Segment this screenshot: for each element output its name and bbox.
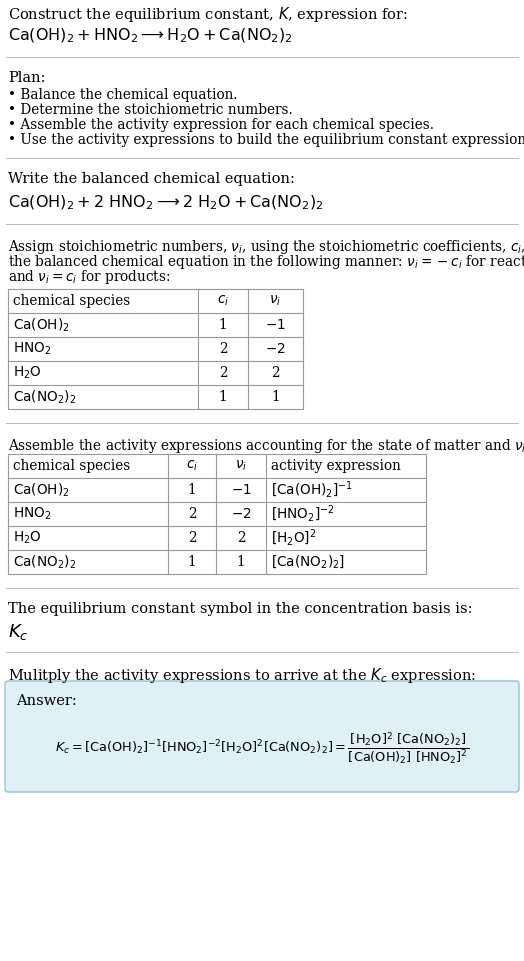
Text: 2: 2 [237,531,245,545]
FancyBboxPatch shape [5,681,519,792]
Text: $\nu_i$: $\nu_i$ [269,294,281,308]
Text: $-2$: $-2$ [231,507,252,521]
Text: 1: 1 [237,555,245,569]
Text: 1: 1 [188,555,196,569]
Text: Write the balanced chemical equation:: Write the balanced chemical equation: [8,172,295,186]
Text: Assemble the activity expressions accounting for the state of matter and $\nu_i$: Assemble the activity expressions accoun… [8,437,524,455]
Text: $\mathrm{H_2O}$: $\mathrm{H_2O}$ [13,530,42,546]
Text: $\mathrm{HNO_2}$: $\mathrm{HNO_2}$ [13,341,51,357]
Text: $c_i$: $c_i$ [217,294,229,308]
Text: chemical species: chemical species [13,294,130,308]
Text: $[\mathrm{Ca(OH)_2}]^{-1}$: $[\mathrm{Ca(OH)_2}]^{-1}$ [271,480,353,500]
Text: $\mathrm{Ca(NO_2)_2}$: $\mathrm{Ca(NO_2)_2}$ [13,388,76,406]
Text: 2: 2 [271,366,280,380]
Text: $[\mathrm{HNO_2}]^{-2}$: $[\mathrm{HNO_2}]^{-2}$ [271,504,335,524]
Text: 1: 1 [271,390,280,404]
Text: 1: 1 [219,390,227,404]
Text: $\nu_i$: $\nu_i$ [235,458,247,473]
Bar [8,289,303,409]
Text: the balanced chemical equation in the following manner: $\nu_i = -c_i$ for react: the balanced chemical equation in the fo… [8,253,524,271]
Text: $\mathrm{Ca(OH)_2 + HNO_2 \longrightarrow H_2O + Ca(NO_2)_2}$: $\mathrm{Ca(OH)_2 + HNO_2 \longrightarro… [8,27,293,45]
Text: and $\nu_i = c_i$ for products:: and $\nu_i = c_i$ for products: [8,268,170,286]
Text: • Balance the chemical equation.: • Balance the chemical equation. [8,88,237,102]
Text: 2: 2 [188,507,196,521]
Text: chemical species: chemical species [13,459,130,473]
Bar [8,454,426,574]
Text: 2: 2 [188,531,196,545]
Text: $c_i$: $c_i$ [186,458,198,473]
Text: activity expression: activity expression [271,459,401,473]
Text: $-2$: $-2$ [265,342,286,356]
Text: 1: 1 [219,318,227,332]
Text: 2: 2 [219,342,227,356]
Text: Mulitply the activity expressions to arrive at the $K_c$ expression:: Mulitply the activity expressions to arr… [8,666,476,685]
Text: $[\mathrm{Ca(NO_2)_2}]$: $[\mathrm{Ca(NO_2)_2}]$ [271,554,345,571]
Text: The equilibrium constant symbol in the concentration basis is:: The equilibrium constant symbol in the c… [8,602,473,616]
Text: Plan:: Plan: [8,71,46,85]
Text: • Determine the stoichiometric numbers.: • Determine the stoichiometric numbers. [8,103,293,117]
Text: $K_c$: $K_c$ [8,622,29,642]
Text: Assign stoichiometric numbers, $\nu_i$, using the stoichiometric coefficients, $: Assign stoichiometric numbers, $\nu_i$, … [8,238,524,256]
Text: $\mathrm{H_2O}$: $\mathrm{H_2O}$ [13,365,42,382]
Text: $\mathrm{Ca(NO_2)_2}$: $\mathrm{Ca(NO_2)_2}$ [13,554,76,571]
Text: $\mathrm{Ca(OH)_2 + 2\ HNO_2 \longrightarrow 2\ H_2O + Ca(NO_2)_2}$: $\mathrm{Ca(OH)_2 + 2\ HNO_2 \longrighta… [8,194,324,212]
Text: • Use the activity expressions to build the equilibrium constant expression.: • Use the activity expressions to build … [8,133,524,147]
Text: 1: 1 [188,483,196,497]
Text: • Assemble the activity expression for each chemical species.: • Assemble the activity expression for e… [8,118,434,132]
Text: $K_c = [\mathrm{Ca(OH)_2}]^{-1} [\mathrm{HNO_2}]^{-2} [\mathrm{H_2O}]^{2} [\math: $K_c = [\mathrm{Ca(OH)_2}]^{-1} [\mathrm… [55,731,469,767]
Text: $-1$: $-1$ [265,318,286,332]
Text: $\mathrm{HNO_2}$: $\mathrm{HNO_2}$ [13,505,51,522]
Text: $\mathrm{Ca(OH)_2}$: $\mathrm{Ca(OH)_2}$ [13,316,70,333]
Text: $\mathrm{Ca(OH)_2}$: $\mathrm{Ca(OH)_2}$ [13,481,70,499]
Text: 2: 2 [219,366,227,380]
Text: Construct the equilibrium constant, $K$, expression for:: Construct the equilibrium constant, $K$,… [8,5,408,24]
Text: $[\mathrm{H_2O}]^{2}$: $[\mathrm{H_2O}]^{2}$ [271,528,316,548]
Text: Answer:: Answer: [16,694,77,708]
Text: $-1$: $-1$ [231,483,252,497]
